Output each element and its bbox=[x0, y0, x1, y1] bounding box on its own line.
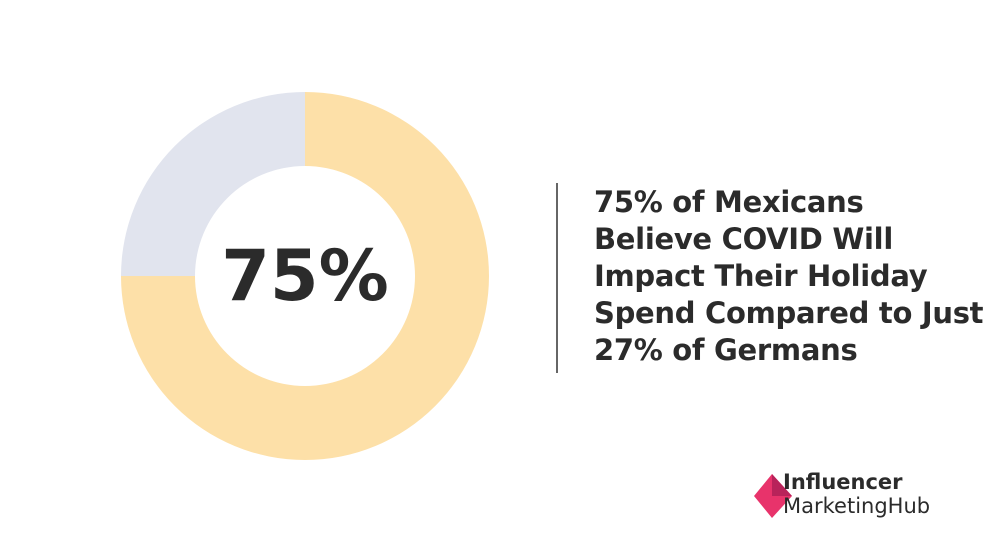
donut-segment bbox=[121, 92, 305, 276]
logo-text: Influencer bbox=[783, 470, 903, 494]
logo-icon-shade bbox=[772, 474, 792, 496]
chart-title: 75% of Mexicans Believe COVID Will Impac… bbox=[594, 185, 984, 367]
center-label: 75% bbox=[221, 235, 389, 317]
donut-segment bbox=[121, 92, 489, 460]
logo-text: MarketingHub bbox=[783, 494, 931, 518]
